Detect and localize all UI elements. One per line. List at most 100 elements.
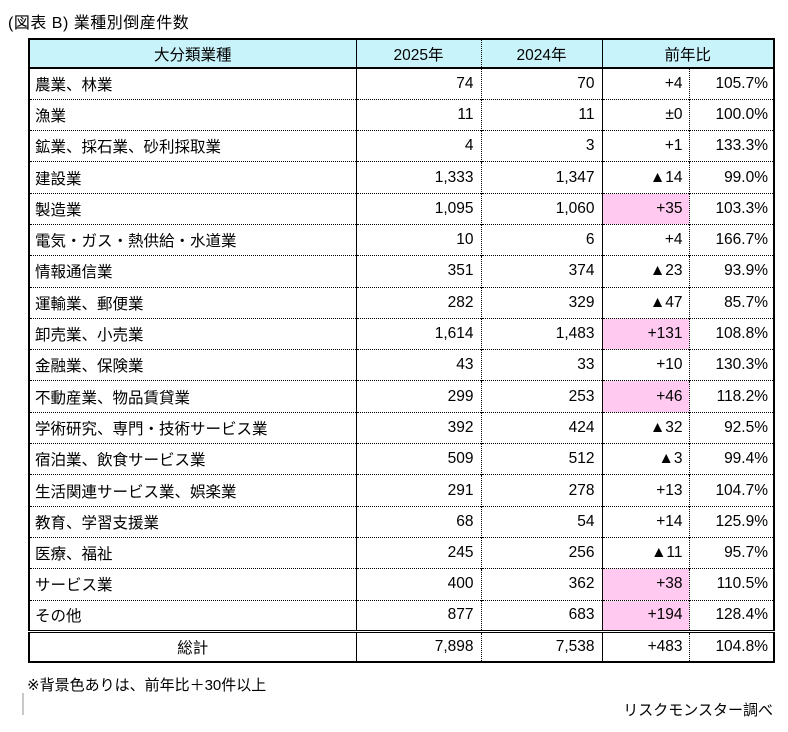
cell-2024-value: 278	[481, 474, 603, 507]
cell-diff-value: +13	[602, 474, 690, 507]
table-body: 農業、林業 74 70 +4 105.7% 漁業 11 11 ±0 100.0% 鉱業、採石業、砂利…	[29, 68, 775, 632]
cell-2025-value: 1,095	[356, 192, 482, 225]
header-2024: 2024年	[481, 39, 603, 69]
cell-diff-value: +46	[602, 380, 690, 413]
cell-2025-value: 1,333	[356, 161, 482, 194]
cell-industry-name: サービス業	[29, 568, 357, 601]
header-category: 大分類業種	[29, 39, 357, 69]
table-row: 農業、林業 74 70 +4 105.7%	[29, 68, 774, 100]
table-row: 医療、福祉 245 256 ▲11 95.7%	[29, 536, 775, 569]
cell-2024-value: 253	[481, 380, 603, 413]
cell-2025-value: 68	[356, 505, 482, 538]
cell-diff-value: +4	[602, 68, 690, 100]
bankruptcy-by-industry-table: 大分類業種 2025年 2024年 前年比 農業、林業 74 70 +4 105.7% 漁…	[28, 38, 776, 664]
cell-ratio-value: 100.0%	[689, 98, 775, 131]
cell-2024-value: 1,060	[481, 192, 603, 225]
cell-ratio-value: 95.7%	[689, 536, 775, 569]
cell-ratio-value: 108.8%	[689, 317, 775, 350]
cell-2024-value: 1,347	[481, 161, 603, 194]
cell-industry-name: 金融業、保険業	[29, 349, 357, 381]
cell-2025-value: 74	[356, 68, 482, 100]
total-label: 総計	[29, 629, 357, 663]
total-2024-value: 7,538	[481, 629, 603, 663]
table-row: 金融業、保険業 43 33 +10 130.3%	[29, 349, 775, 381]
cell-2025-value: 4	[356, 130, 482, 162]
total-row: 総計 7,898 7,538 +483 104.8%	[29, 629, 775, 663]
cell-industry-name: 宿泊業、飲食サービス業	[29, 443, 357, 475]
cell-industry-name: その他	[29, 599, 357, 632]
cell-industry-name: 鉱業、採石業、砂利採取業	[29, 130, 357, 162]
cell-ratio-value: 110.5%	[689, 568, 775, 601]
table-row: サービス業 400 362 +38 110.5%	[29, 568, 775, 601]
cell-2024-value: 329	[481, 286, 603, 319]
cell-2024-value: 1,483	[481, 317, 603, 350]
cell-diff-value: ±0	[602, 98, 690, 131]
cell-2025-value: 291	[356, 474, 482, 507]
cell-industry-name: 情報通信業	[29, 255, 357, 288]
cell-ratio-value: 133.3%	[689, 130, 775, 162]
cell-ratio-value: 105.7%	[715, 74, 769, 92]
cell-industry-name: 運輸業、郵便業	[29, 286, 357, 319]
cell-2024-value: 70	[481, 68, 603, 100]
footnote: ※背景色ありは、前年比＋30件以上	[27, 677, 267, 694]
cell-industry-name: 不動産業、物品賃貸業	[29, 380, 357, 413]
table-row: 鉱業、採石業、砂利採取業 4 3 +1 133.3%	[29, 130, 775, 162]
figure-title: (図表 B) 業種別倒産件数	[8, 15, 190, 32]
cell-ratio-value: 92.5%	[689, 411, 775, 444]
cell-diff-value: +38	[602, 568, 690, 601]
table-row: 情報通信業 351 374 ▲23 93.9%	[29, 255, 775, 288]
cell-industry-name: 建設業	[29, 161, 357, 194]
cell-2025-value: 10	[356, 223, 482, 256]
cell-industry-name: 学術研究、専門・技術サービス業	[29, 411, 357, 444]
cell-diff-value: +14	[602, 505, 690, 538]
cell-ratio-value: 118.2%	[689, 380, 775, 413]
cell-industry-name: 農業、林業	[29, 68, 357, 100]
cell-2025-value: 509	[356, 443, 482, 475]
total-2025-value: 7,898	[356, 629, 482, 663]
cell-industry-name: 生活関連サービス業、娯楽業	[29, 474, 357, 507]
cell-2025-value: 43	[356, 349, 482, 381]
cell-diff-value: +194	[602, 599, 690, 632]
table-row: その他 877 683 +194 128.4%	[29, 599, 775, 632]
cell-2024-value: 362	[481, 568, 603, 601]
cell-ratio-value: 93.9%	[689, 255, 775, 288]
cell-industry-name: 教育、学習支援業	[29, 505, 357, 538]
table-row: 宿泊業、飲食サービス業 509 512 ▲3 99.4%	[29, 443, 775, 475]
cell-2024-value: 33	[481, 349, 603, 381]
cell-diff-value: ▲3	[602, 443, 690, 475]
table-row: 卸売業、小売業 1,614 1,483 +131 108.8%	[29, 317, 775, 350]
cell-diff-value: +10	[602, 349, 690, 381]
cursor-artifact	[22, 693, 24, 715]
table-row: 生活関連サービス業、娯楽業 291 278 +13 104.7%	[29, 474, 775, 507]
cell-industry-name: 製造業	[29, 192, 357, 225]
cell-2025-value: 400	[356, 568, 482, 601]
cell-2024-value: 3	[481, 130, 603, 162]
table-row: 教育、学習支援業 68 54 +14 125.9%	[29, 505, 775, 538]
cell-diff-value: ▲47	[602, 286, 690, 319]
total-diff-value: +483	[602, 629, 690, 663]
table-row: 不動産業、物品賃貸業 299 253 +46 118.2%	[29, 380, 775, 413]
cell-2025-value: 1,614	[356, 317, 482, 350]
cell-2025-value: 282	[356, 286, 482, 319]
cell-diff-value: +1	[602, 130, 690, 162]
table-row: 学術研究、専門・技術サービス業 392 424 ▲32 92.5%	[29, 411, 775, 444]
cell-2024-value: 512	[481, 443, 603, 475]
cell-industry-name: 卸売業、小売業	[29, 317, 357, 350]
table-row: 電気・ガス・熱供給・水道業 10 6 +4 166.7%	[29, 223, 775, 256]
cell-industry-name: 漁業	[29, 98, 357, 131]
cell-2025-value: 392	[356, 411, 482, 444]
cell-diff-value: ▲14	[602, 161, 690, 194]
header-row: 大分類業種 2025年 2024年 前年比	[29, 39, 775, 69]
cell-diff-value: ▲23	[602, 255, 690, 288]
cell-diff-value: +35	[602, 192, 690, 225]
table-row: 漁業 11 11 ±0 100.0%	[29, 98, 775, 131]
table-row: 製造業 1,095 1,060 +35 103.3%	[29, 192, 775, 225]
cell-industry-name: 医療、福祉	[29, 536, 357, 569]
total-ratio-value: 104.8%	[689, 629, 775, 663]
table-row: 建設業 1,333 1,347 ▲14 99.0%	[29, 161, 775, 194]
cell-2024-value: 683	[481, 599, 603, 632]
cell-ratio-value: 125.9%	[689, 505, 775, 538]
cell-2024-value: 6	[481, 223, 603, 256]
cell-2025-value: 877	[356, 599, 482, 632]
